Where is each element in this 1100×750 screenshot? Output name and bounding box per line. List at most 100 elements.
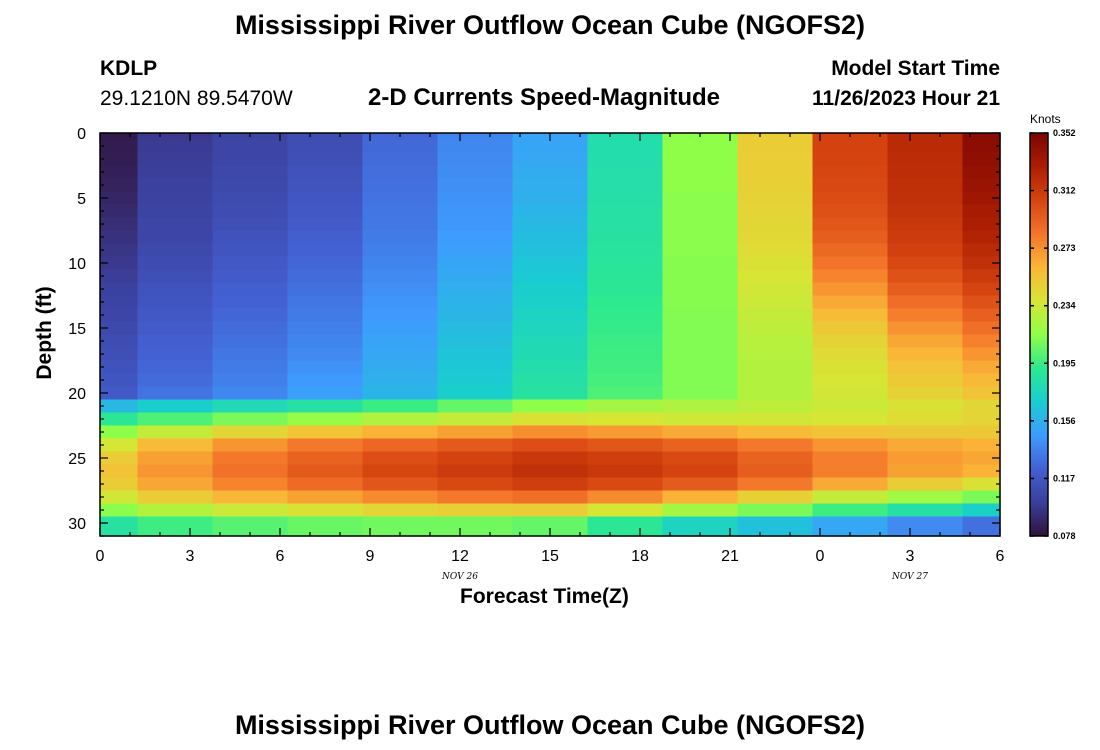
heatmap-cell	[887, 347, 964, 362]
heatmap-cell	[887, 269, 964, 284]
heatmap-cell	[212, 178, 289, 193]
heatmap-cell	[362, 412, 439, 427]
heatmap-cell	[362, 282, 439, 297]
heatmap-cell	[887, 133, 964, 141]
heatmap-cell	[512, 360, 589, 375]
heatmap-cell	[100, 503, 139, 518]
heatmap-cell	[437, 217, 514, 232]
x-tick-label: 9	[366, 548, 375, 565]
heatmap-cell	[212, 412, 289, 427]
heatmap-cell	[587, 230, 664, 245]
heatmap-cell	[362, 165, 439, 180]
heatmap-cell	[362, 152, 439, 167]
heatmap-cell	[887, 490, 964, 505]
footer-title: Mississippi River Outflow Ocean Cube (NG…	[234, 710, 866, 740]
heatmap-cell	[587, 464, 664, 479]
heatmap-cell	[137, 230, 214, 245]
heatmap-cell	[662, 152, 739, 167]
heatmap-cell	[287, 373, 364, 388]
heatmap-cell	[887, 217, 964, 232]
heatmap-cell	[212, 451, 289, 466]
heatmap-cell	[962, 399, 1001, 414]
heatmap-cell	[587, 217, 664, 232]
station-id: KDLP	[100, 57, 158, 80]
heatmap-cell	[887, 256, 964, 271]
heatmap-cell	[662, 295, 739, 310]
heatmap-cell	[587, 451, 664, 466]
heatmap-cell	[512, 217, 589, 232]
heatmap-cell	[362, 256, 439, 271]
heatmap-cell	[662, 360, 739, 375]
heatmap-cell	[812, 282, 889, 297]
y-tick-label: 0	[77, 126, 86, 143]
heatmap-cell	[962, 425, 1001, 440]
heatmap-cell	[662, 490, 739, 505]
heatmap-cell	[287, 178, 364, 193]
heatmap-cell	[512, 282, 589, 297]
heatmap-cell	[287, 230, 364, 245]
heatmap-cell	[587, 516, 664, 537]
heatmap-cell	[437, 451, 514, 466]
heatmap-cell	[512, 438, 589, 453]
heatmap-cell	[737, 438, 814, 453]
heatmap-cell	[737, 321, 814, 336]
heatmap-cell	[962, 451, 1001, 466]
heatmap-cell	[100, 139, 139, 154]
heatmap-cell	[737, 412, 814, 427]
heatmap-cell	[437, 412, 514, 427]
heatmap-cell	[962, 503, 1001, 518]
heatmap-cell	[962, 490, 1001, 505]
heatmap-cell	[100, 347, 139, 362]
heatmap-cell	[962, 477, 1001, 492]
heatmap-cell	[100, 204, 139, 219]
heatmap-cell	[512, 347, 589, 362]
heatmap-cell	[287, 282, 364, 297]
colorbar-tick-label: 0.195	[1053, 358, 1076, 368]
heatmap-cell	[962, 386, 1001, 401]
heatmap-cell	[662, 503, 739, 518]
heatmap-cell	[512, 451, 589, 466]
heatmap-cell	[587, 308, 664, 323]
heatmap-cell	[962, 217, 1001, 232]
heatmap-cell	[962, 308, 1001, 323]
heatmap-cell	[812, 464, 889, 479]
heatmap-cell	[100, 269, 139, 284]
heatmap-cell	[887, 243, 964, 258]
heatmap-cell	[962, 256, 1001, 271]
heatmap-cell	[437, 425, 514, 440]
heatmap-cell	[962, 178, 1001, 193]
heatmap-cell	[887, 204, 964, 219]
heatmap-cell	[437, 165, 514, 180]
heatmap-cell	[362, 425, 439, 440]
heatmap-cell	[212, 204, 289, 219]
heatmap-cell	[812, 373, 889, 388]
heatmap-cell	[962, 464, 1001, 479]
heatmap-cell	[137, 360, 214, 375]
heatmap-cell	[100, 321, 139, 336]
heatmap-cell	[437, 295, 514, 310]
heatmap-cell	[212, 308, 289, 323]
heatmap-cell	[737, 347, 814, 362]
heatmap-cell	[212, 438, 289, 453]
heatmap-cell	[887, 191, 964, 206]
heatmap-cell	[437, 178, 514, 193]
heatmap-cell	[587, 165, 664, 180]
heatmap-cell	[212, 360, 289, 375]
heatmap-cell	[887, 295, 964, 310]
heatmap-cell	[437, 503, 514, 518]
heatmap-cell	[587, 503, 664, 518]
heatmap-cell	[212, 256, 289, 271]
heatmap-cell	[587, 204, 664, 219]
heatmap-cell	[962, 191, 1001, 206]
heatmap-cell	[100, 178, 139, 193]
heatmap-cell	[512, 139, 589, 154]
heatmap-cell	[812, 412, 889, 427]
heatmap-cell	[437, 334, 514, 349]
heatmap-cell	[137, 165, 214, 180]
heatmap-cell	[287, 204, 364, 219]
y-tick-label: 10	[68, 256, 86, 273]
heatmap-cell	[437, 269, 514, 284]
heatmap-cell	[887, 360, 964, 375]
heatmap-cell	[212, 230, 289, 245]
heatmap-cell	[362, 451, 439, 466]
